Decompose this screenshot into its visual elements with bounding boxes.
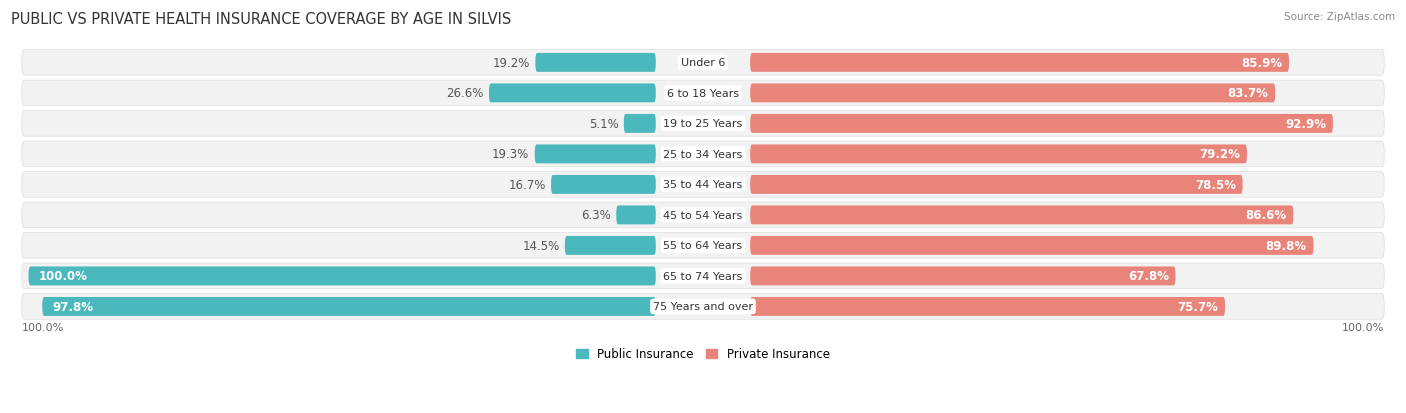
FancyBboxPatch shape	[21, 81, 1385, 107]
Legend: Public Insurance, Private Insurance: Public Insurance, Private Insurance	[571, 343, 835, 366]
FancyBboxPatch shape	[21, 294, 1385, 320]
Text: 92.9%: 92.9%	[1285, 118, 1326, 131]
Text: PUBLIC VS PRIVATE HEALTH INSURANCE COVERAGE BY AGE IN SILVIS: PUBLIC VS PRIVATE HEALTH INSURANCE COVER…	[11, 12, 512, 27]
FancyBboxPatch shape	[21, 142, 1385, 167]
Text: 97.8%: 97.8%	[52, 300, 93, 313]
FancyBboxPatch shape	[551, 176, 655, 195]
Text: 35 to 44 Years: 35 to 44 Years	[664, 180, 742, 190]
Text: Source: ZipAtlas.com: Source: ZipAtlas.com	[1284, 12, 1395, 22]
Text: 78.5%: 78.5%	[1195, 178, 1236, 192]
FancyBboxPatch shape	[751, 145, 1247, 164]
Text: 100.0%: 100.0%	[21, 323, 65, 332]
Text: 14.5%: 14.5%	[522, 240, 560, 252]
FancyBboxPatch shape	[489, 84, 655, 103]
Text: 65 to 74 Years: 65 to 74 Years	[664, 271, 742, 281]
FancyBboxPatch shape	[42, 297, 655, 316]
Text: 6.3%: 6.3%	[581, 209, 610, 222]
Text: 67.8%: 67.8%	[1128, 270, 1168, 283]
FancyBboxPatch shape	[28, 267, 655, 286]
FancyBboxPatch shape	[21, 263, 1385, 289]
FancyBboxPatch shape	[751, 236, 1313, 255]
FancyBboxPatch shape	[21, 233, 1385, 259]
Text: 19.3%: 19.3%	[492, 148, 529, 161]
Text: 79.2%: 79.2%	[1199, 148, 1240, 161]
FancyBboxPatch shape	[751, 267, 1175, 286]
Text: 5.1%: 5.1%	[589, 118, 619, 131]
Text: 86.6%: 86.6%	[1246, 209, 1286, 222]
FancyBboxPatch shape	[616, 206, 655, 225]
FancyBboxPatch shape	[21, 50, 1385, 76]
Text: 25 to 34 Years: 25 to 34 Years	[664, 150, 742, 159]
Text: 75.7%: 75.7%	[1177, 300, 1219, 313]
Text: 85.9%: 85.9%	[1241, 57, 1282, 70]
FancyBboxPatch shape	[624, 115, 655, 133]
FancyBboxPatch shape	[751, 115, 1333, 133]
Text: Under 6: Under 6	[681, 58, 725, 68]
Text: 19 to 25 Years: 19 to 25 Years	[664, 119, 742, 129]
Text: 45 to 54 Years: 45 to 54 Years	[664, 210, 742, 221]
Text: 83.7%: 83.7%	[1227, 87, 1268, 100]
FancyBboxPatch shape	[21, 112, 1385, 137]
FancyBboxPatch shape	[565, 236, 655, 255]
FancyBboxPatch shape	[751, 206, 1294, 225]
FancyBboxPatch shape	[751, 176, 1243, 195]
FancyBboxPatch shape	[536, 54, 655, 73]
Text: 75 Years and over: 75 Years and over	[652, 302, 754, 312]
Text: 55 to 64 Years: 55 to 64 Years	[664, 241, 742, 251]
Text: 19.2%: 19.2%	[492, 57, 530, 70]
FancyBboxPatch shape	[751, 84, 1275, 103]
Text: 89.8%: 89.8%	[1265, 240, 1306, 252]
FancyBboxPatch shape	[21, 203, 1385, 228]
Text: 16.7%: 16.7%	[508, 178, 546, 192]
FancyBboxPatch shape	[751, 297, 1225, 316]
FancyBboxPatch shape	[21, 172, 1385, 198]
Text: 100.0%: 100.0%	[38, 270, 87, 283]
FancyBboxPatch shape	[751, 54, 1289, 73]
Text: 6 to 18 Years: 6 to 18 Years	[666, 89, 740, 99]
FancyBboxPatch shape	[534, 145, 655, 164]
Text: 100.0%: 100.0%	[1341, 323, 1385, 332]
Text: 26.6%: 26.6%	[446, 87, 484, 100]
